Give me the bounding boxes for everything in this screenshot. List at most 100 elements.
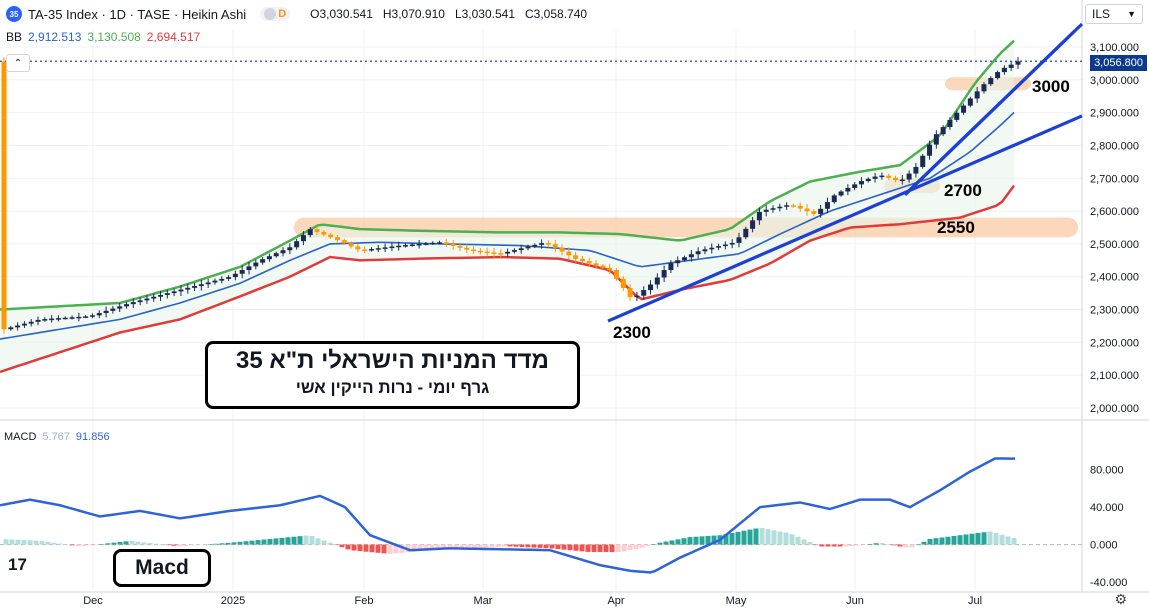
macd-histogram-bar (183, 544, 189, 546)
candle-body (906, 173, 912, 180)
macd-histogram-bar (39, 541, 45, 545)
candle-body (171, 291, 177, 294)
macd-histogram-bar (519, 544, 525, 548)
candle-body (83, 316, 89, 318)
time-tick-label: Jun (846, 595, 864, 607)
candle-body (273, 253, 279, 257)
bb-label: BB (6, 30, 23, 44)
macd-histogram-bar (87, 544, 93, 546)
macd-label: MACD (4, 431, 37, 443)
time-tick-label: Dec (83, 595, 103, 607)
candle-body (811, 211, 817, 214)
macd-histogram-bar (357, 544, 363, 552)
macd-histogram-bar (231, 542, 237, 545)
macd-histogram-bar (723, 534, 729, 545)
bollinger-bands (0, 39, 1082, 374)
candle-body (300, 235, 306, 242)
candle-body (246, 266, 252, 271)
candle-body (695, 251, 701, 255)
candle-body (552, 244, 558, 248)
macd-histogram-bar (381, 544, 387, 554)
macd-histogram-bar (363, 544, 369, 552)
macd-histogram-bar (843, 544, 849, 547)
candle-body (872, 176, 878, 179)
candle-body (518, 248, 524, 251)
annotation-title-box[interactable]: מדד המניות הישראלי ת"א 35 גרף יומי - נרו… (205, 341, 580, 409)
macd-histogram-bar (927, 538, 933, 545)
macd-histogram-bar (819, 544, 825, 547)
macd-annotation-box[interactable]: Macd (113, 549, 211, 587)
status-pill[interactable]: D (260, 7, 291, 21)
macd-histogram-bar (117, 541, 123, 545)
settings-gear-icon[interactable]: ⚙ (1114, 591, 1127, 607)
macd-histogram-bar (411, 544, 417, 552)
chart-title[interactable]: TA-35 Index · 1D · TASE · Heikin Ashi (28, 6, 247, 22)
macd-histogram-bar (663, 541, 669, 545)
macd-histogram-bar (417, 544, 423, 552)
candle-body (192, 286, 198, 288)
price-tick-label: 3,100.000 (1090, 42, 1139, 54)
macd-histogram-bar (309, 535, 315, 545)
ohlc-open: O3,030.541 (310, 7, 373, 21)
macd-histogram-bar (855, 544, 861, 546)
macd-legend[interactable]: MACD 5.767 91.856 (4, 431, 110, 443)
macd-histogram-bar (543, 544, 549, 549)
macd-histogram-bar (687, 537, 693, 545)
macd-histogram-bar (387, 544, 393, 554)
price-tick-label: 2,900.000 (1090, 108, 1139, 120)
macd-histogram-bar (813, 544, 819, 546)
macd-histogram-bar (549, 544, 555, 549)
candle-body (328, 234, 334, 238)
candle-body (144, 298, 150, 301)
macd-histogram-bar (423, 544, 429, 551)
macd-histogram-bar (123, 541, 129, 545)
candle-body (784, 205, 790, 207)
macd-histogram-bar (531, 544, 537, 548)
bb-legend[interactable]: BB 2,912.513 3,130.508 2,694.517 (6, 30, 200, 44)
price-tick-label: 2,700.000 (1090, 173, 1139, 185)
candle-body (858, 181, 864, 185)
candle-body (525, 246, 531, 249)
macd-histogram-bar (393, 544, 399, 554)
candle-body (42, 319, 48, 321)
macd-histogram-bar (447, 544, 453, 550)
last-price-tag: 3,056.800 (1090, 55, 1147, 71)
trend-line-2700-b (903, 29, 1077, 196)
candle-body (416, 243, 422, 246)
candle-body (818, 208, 824, 214)
macd-histogram-bar (1011, 538, 1017, 545)
macd-histogram-bar (921, 541, 927, 545)
candle-body (355, 246, 361, 250)
candle-body (266, 256, 272, 260)
candle-body (654, 277, 660, 285)
macd-histogram-bar (627, 544, 633, 551)
candle-body (103, 310, 109, 314)
macd-histogram-bar (489, 544, 495, 548)
candle-body (988, 78, 994, 85)
candle-body (716, 246, 722, 248)
chevron-up-icon: ⌃ (13, 57, 23, 69)
currency-select[interactable]: ILS ▼ (1085, 4, 1143, 24)
tradingview-logo-icon[interactable]: 17 (8, 555, 27, 574)
macd-histogram-bar (189, 544, 195, 546)
candle-body (743, 228, 749, 238)
candle-body (967, 98, 973, 106)
macd-histogram-bar (891, 544, 897, 546)
candle-body (790, 205, 796, 207)
candle-body (205, 282, 211, 285)
candle-body (920, 155, 926, 167)
collapse-legend-button[interactable]: ⌃ (6, 54, 30, 72)
candle-body (505, 251, 511, 254)
macd-histogram-bar (981, 532, 987, 545)
candle-body (450, 244, 456, 246)
macd-histogram-bar (27, 540, 33, 545)
macd-histogram-bar (513, 544, 519, 547)
candle-body (886, 175, 892, 178)
macd-histogram-bar (747, 529, 753, 545)
candle-body (477, 250, 483, 253)
candle-body (845, 187, 851, 192)
candle-body (777, 206, 783, 209)
macd-histogram-bar (987, 531, 993, 545)
macd-histogram-bar (147, 543, 153, 545)
